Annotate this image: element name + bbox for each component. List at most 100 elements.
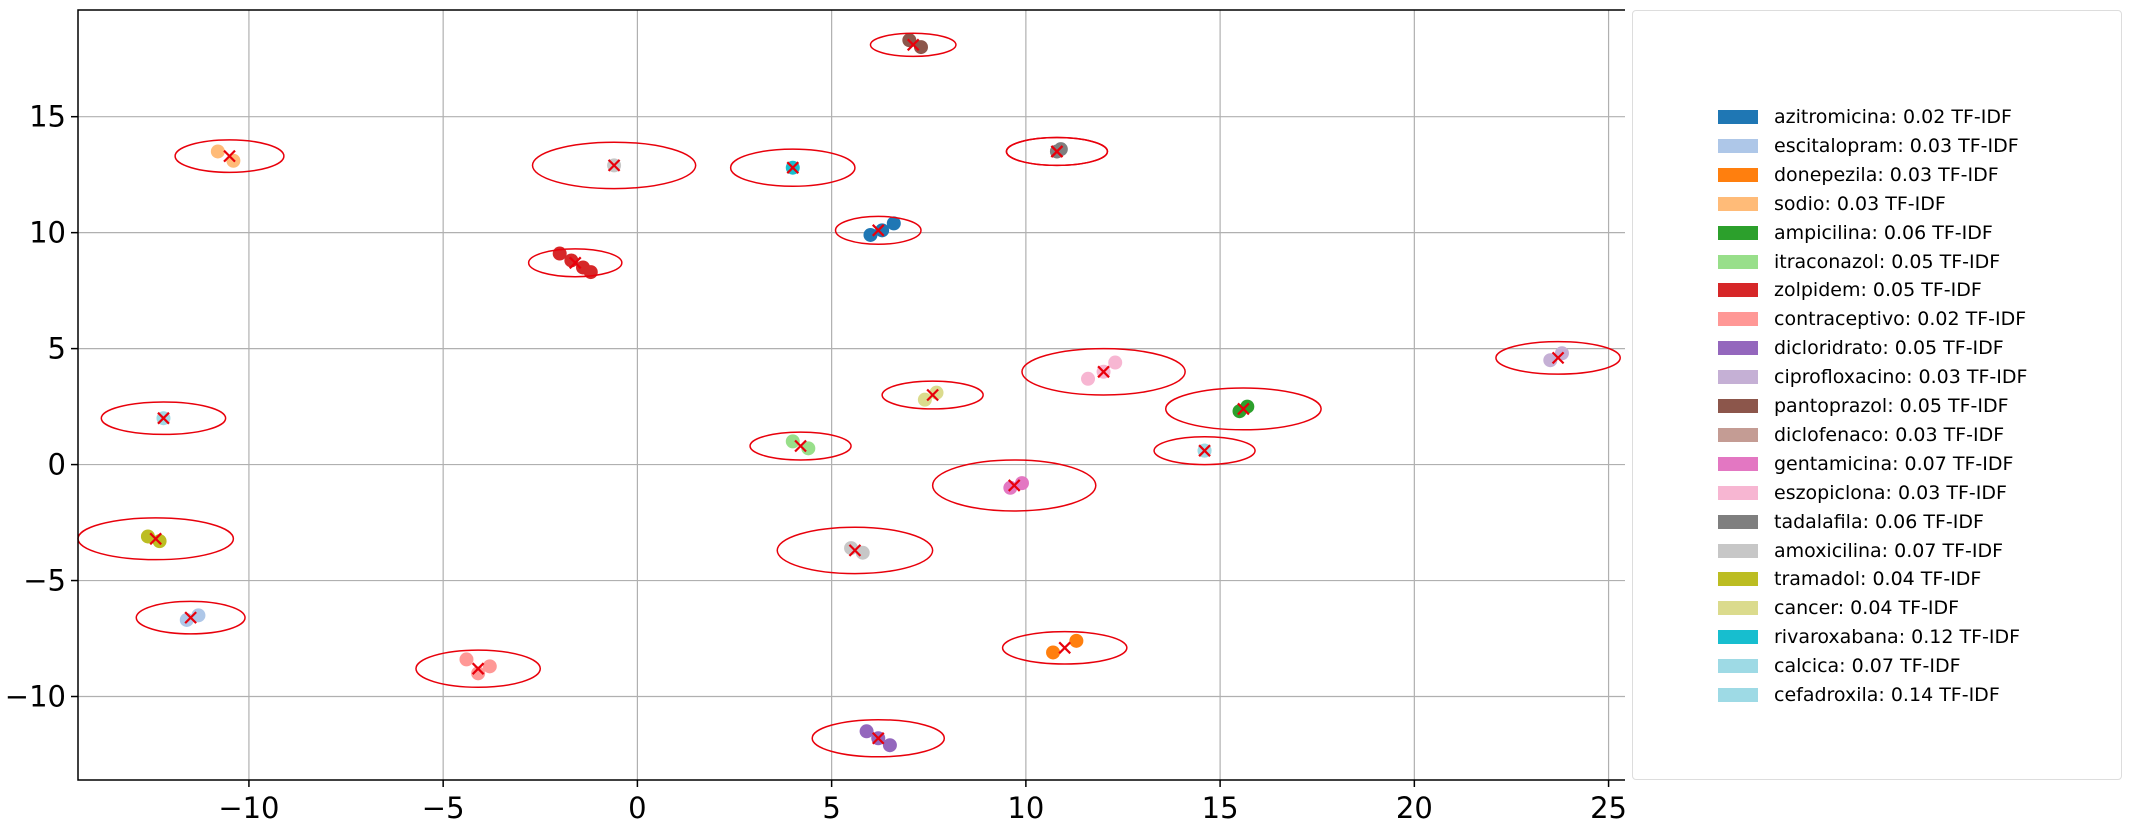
azitromicina-point (875, 223, 890, 238)
y-tick-label: 15 (29, 100, 66, 134)
x-tick-label: −5 (422, 791, 465, 825)
legend-swatch (1718, 543, 1758, 558)
pantoprazol-centroid-marker (906, 38, 920, 52)
sodio-centroid-marker (223, 149, 236, 163)
sodio-cluster-circle (174, 139, 285, 174)
eszopiclona-cluster-circle (1021, 347, 1186, 396)
legend-label: sodio: 0.03 TF-IDF (1774, 192, 1946, 215)
legend-swatch (1718, 630, 1758, 645)
donepezila-cluster-circle (1001, 630, 1128, 665)
x-tick-label: 25 (1590, 791, 1625, 825)
legend-swatch (1718, 312, 1758, 327)
gentamicina-cluster-circle (931, 459, 1097, 512)
gentamicina-centroid-marker (1007, 479, 1021, 492)
legend-label: cefadroxila: 0.14 TF-IDF (1774, 684, 2000, 706)
itraconazol-point (785, 434, 800, 449)
legend-swatch (1718, 456, 1758, 471)
contraceptivo-cluster-circle (415, 649, 542, 688)
legend-entry: sodio: 0.03 TF-IDF (1718, 192, 1946, 216)
ampicilina-cluster-circle (1164, 387, 1322, 431)
legend-swatch (1718, 370, 1758, 385)
legend-entry: azitromicina: 0.02 TF-IDF (1718, 105, 2012, 129)
legend-swatch (1718, 688, 1758, 702)
legend-label: tadalafila: 0.06 TF-IDF (1774, 510, 1984, 533)
x-axis-ticks: −10 −5 0 5 10 15 20 25 (218, 780, 1625, 825)
legend-swatch (1718, 254, 1758, 269)
y-tick-label: 5 (48, 332, 66, 366)
legend-entry: ampicilina: 0.06 TF-IDF (1718, 221, 1993, 245)
legend-label: gentamicina: 0.07 TF-IDF (1774, 452, 2014, 475)
azitromicina-cluster-circle (834, 215, 922, 245)
legend-label: rivaroxabana: 0.12 TF-IDF (1774, 626, 2021, 649)
donepezila-point (1046, 645, 1061, 660)
legend-swatch (1718, 110, 1758, 124)
cefadroxila-centroid-marker (1198, 444, 1211, 457)
eszopiclona-point (1081, 371, 1096, 386)
legend-entry: rivaroxabana: 0.12 TF-IDF (1718, 625, 2020, 649)
cancer-point (917, 392, 932, 407)
cancer-centroid-marker (926, 388, 939, 402)
legend-label: dicloridrato: 0.05 TF-IDF (1774, 337, 2004, 360)
y-tick-label: 10 (29, 216, 66, 250)
legend-label: tramadol: 0.04 TF-IDF (1774, 568, 1982, 591)
legend-label: calcica: 0.07 TF-IDF (1774, 655, 1961, 678)
legend-label: zolpidem: 0.05 TF-IDF (1774, 279, 1982, 302)
pantoprazol-cluster-circle (869, 32, 957, 58)
legend-swatch (1718, 601, 1758, 616)
legend-entry: dicloridrato: 0.05 TF-IDF (1718, 336, 2004, 360)
contraceptivo-point (459, 652, 474, 667)
dicloridrato-centroid-marker (871, 731, 885, 745)
escitalopram-cluster-circle (135, 600, 246, 635)
itraconazol-centroid-marker (794, 439, 807, 453)
legend-swatch (1718, 138, 1758, 153)
donepezila-point (1069, 633, 1084, 648)
legend-label: pantoprazol: 0.05 TF-IDF (1774, 395, 2009, 417)
legend-label: azitromicina: 0.02 TF-IDF (1774, 106, 2012, 128)
legend-swatch (1718, 485, 1758, 500)
legend-entry: donepezila: 0.03 TF-IDF (1718, 163, 1999, 187)
legend-swatch (1718, 514, 1758, 529)
amoxicilina-centroid-marker (848, 544, 862, 557)
legend-entry: cancer: 0.04 TF-IDF (1718, 596, 1959, 620)
donepezila-centroid-marker (1058, 641, 1071, 655)
itraconazol-cluster-circle (749, 431, 852, 461)
legend-entry: itraconazol: 0.05 TF-IDF (1718, 250, 2000, 274)
plot-area-frame (77, 9, 1625, 781)
x-tick-label: 20 (1396, 791, 1433, 825)
legend-swatch (1718, 659, 1758, 674)
legend-entry: calcica: 0.07 TF-IDF (1718, 654, 1961, 678)
x-tick-label: 10 (1007, 791, 1044, 825)
legend-entry: amoxicilina: 0.07 TF-IDF (1718, 539, 2003, 563)
cancer-cluster-circle (881, 380, 984, 410)
legend-label: diclofenaco: 0.03 TF-IDF (1774, 423, 2005, 446)
legend-label: donepezila: 0.03 TF-IDF (1774, 163, 1999, 186)
azitromicina-point (886, 216, 901, 231)
legend-swatch (1718, 225, 1758, 240)
legend-label: eszopiclona: 0.03 TF-IDF (1774, 481, 2007, 504)
legend-label: ciprofloxacino: 0.03 TF-IDF (1774, 366, 2028, 389)
dicloridrato-point (882, 738, 897, 753)
eszopiclona-centroid-marker (1097, 365, 1110, 379)
grid (78, 10, 1625, 780)
legend-entry: zolpidem: 0.05 TF-IDF (1718, 278, 1982, 302)
legend-swatch (1718, 399, 1758, 413)
y-tick-label: 0 (48, 448, 66, 482)
contraceptivo-point (471, 666, 486, 681)
legend-swatch (1718, 196, 1758, 211)
eszopiclona-point (1108, 355, 1123, 370)
legend-label: ampicilina: 0.06 TF-IDF (1774, 221, 1993, 244)
legend-label: itraconazol: 0.05 TF-IDF (1774, 250, 2001, 273)
dicloridrato-point (859, 724, 874, 739)
y-tick-label: −10 (5, 680, 66, 714)
legend: azitromicina: 0.02 TF-IDF escitalopram: 0… (1632, 10, 2122, 780)
tramadol-centroid-marker (149, 532, 162, 546)
y-axis-ticks: −10 −5 0 5 10 15 (5, 100, 78, 714)
legend-swatch (1718, 572, 1758, 587)
x-tick-label: 5 (822, 791, 840, 825)
extra-0-cluster-circle (531, 141, 697, 190)
calcica-cluster-circle (100, 401, 227, 436)
legend-entry: contraceptivo: 0.02 TF-IDF (1718, 307, 2026, 331)
legend-label: contraceptivo: 0.02 TF-IDF (1774, 308, 2027, 331)
legend-label: amoxicilina: 0.07 TF-IDF (1774, 539, 2004, 562)
zolpidem-cluster-circle (527, 248, 623, 278)
